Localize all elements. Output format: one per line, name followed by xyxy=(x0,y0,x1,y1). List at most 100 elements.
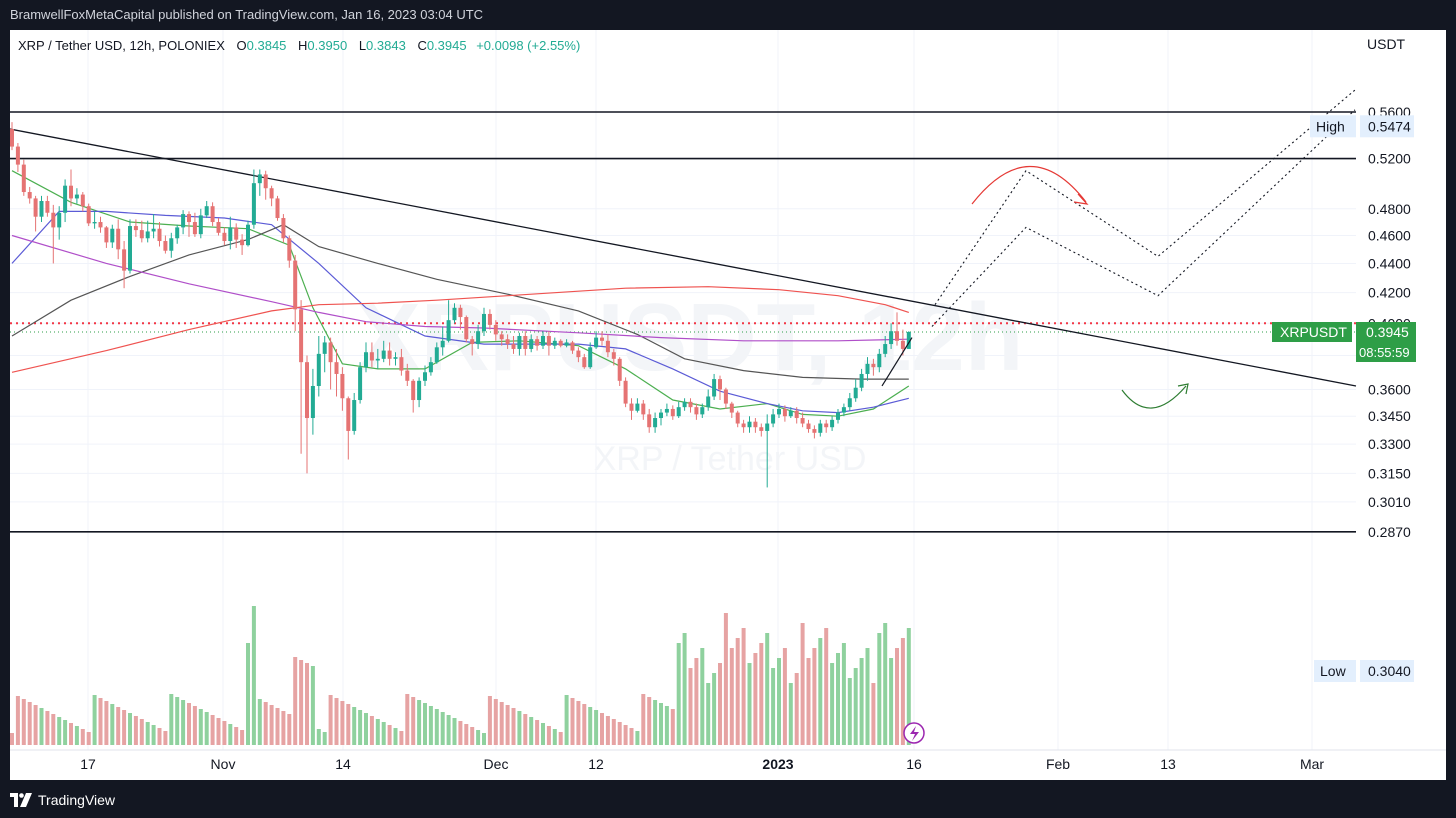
candle-body xyxy=(470,339,475,345)
volume-bar xyxy=(517,711,522,745)
candle-body xyxy=(765,423,770,431)
volume-bar xyxy=(198,709,203,745)
volume-bar xyxy=(263,702,268,745)
candle-body xyxy=(700,407,705,415)
tradingview-brand[interactable]: TradingView xyxy=(10,790,115,810)
volume-bar xyxy=(269,705,274,745)
descending-trendline xyxy=(10,128,1357,387)
candle-body xyxy=(21,164,26,193)
candle-body xyxy=(747,421,752,428)
candle-body xyxy=(175,227,180,239)
y-tick-label: 0.4600 xyxy=(1368,228,1411,244)
volume-bar xyxy=(210,715,215,745)
volume-bar xyxy=(523,714,528,745)
volume-bar xyxy=(293,657,298,745)
candle-body xyxy=(15,146,20,165)
volume-bar xyxy=(86,732,91,745)
candle-body xyxy=(428,362,433,373)
volume-bar xyxy=(865,648,870,745)
candle-body xyxy=(334,362,339,374)
candle-body xyxy=(570,342,575,351)
volume-bar xyxy=(251,606,256,745)
forecast-path xyxy=(934,89,1356,306)
candle-body xyxy=(369,352,374,361)
candle-body xyxy=(452,307,457,321)
x-tick-label: Nov xyxy=(211,756,236,772)
volume-bar xyxy=(712,673,717,745)
volume-bar xyxy=(257,699,262,745)
volume-bar xyxy=(688,668,693,745)
volume-bar xyxy=(546,726,551,745)
candle-body xyxy=(116,228,121,250)
volume-bar xyxy=(358,710,363,745)
volume-bar xyxy=(830,663,835,745)
price-symbol-tag xyxy=(1272,321,1352,342)
green-arrowhead xyxy=(1177,383,1189,395)
candle-body xyxy=(204,206,209,216)
volume-bar xyxy=(346,704,351,745)
moving-average-line xyxy=(11,224,909,380)
volume-bar xyxy=(192,706,197,745)
volume-bar xyxy=(275,708,280,745)
volume-bar xyxy=(735,638,740,745)
candle-body xyxy=(128,226,132,271)
chart-frame[interactable]: XRPUSDT, 12h XRP / Tether USD USDT 0.5600 0.… xyxy=(10,30,1446,780)
watermark-title: XRPUSDT, 12h xyxy=(357,284,1024,391)
candle-body xyxy=(706,396,711,408)
volume-bar xyxy=(487,696,492,745)
volume-bar xyxy=(310,666,315,745)
candle-body xyxy=(316,353,321,386)
candle-body xyxy=(187,214,191,223)
candle-body xyxy=(458,307,463,318)
volume-bar xyxy=(151,725,156,745)
candle-body xyxy=(552,340,557,346)
candle-body xyxy=(735,412,740,424)
volume-bar xyxy=(883,623,888,745)
candle-body xyxy=(328,342,333,363)
candle-body xyxy=(222,232,227,242)
candle-body xyxy=(523,335,528,349)
candle-body xyxy=(10,129,14,147)
moving-average-line xyxy=(11,234,909,342)
candle-body xyxy=(33,198,38,217)
volume-bar xyxy=(511,708,516,745)
volume-bar xyxy=(434,709,439,745)
y-tick-label: 0.3600 xyxy=(1368,381,1411,397)
volume-bar xyxy=(27,702,32,745)
candle-body xyxy=(499,334,504,340)
high-value: 0.3950 xyxy=(307,38,348,53)
candle-body xyxy=(653,418,658,428)
candle-body xyxy=(883,344,888,354)
volume-bar xyxy=(582,704,587,745)
volume-bar xyxy=(659,703,663,745)
candle-body xyxy=(505,339,510,345)
volume-bar xyxy=(653,700,658,745)
candle-body xyxy=(423,372,427,381)
volume-bar xyxy=(110,704,115,745)
close-value: 0.3945 xyxy=(426,38,467,53)
candle-body xyxy=(788,410,793,417)
volume-bar xyxy=(906,628,911,745)
candle-body xyxy=(482,313,486,332)
candle-body xyxy=(594,337,599,348)
volume-bar xyxy=(723,613,728,745)
volume-bar xyxy=(877,633,882,745)
red-arc-arrow xyxy=(971,166,1087,205)
volume-bar xyxy=(423,703,427,745)
candle-body xyxy=(310,385,315,419)
volume-bar xyxy=(889,658,894,745)
candle-body xyxy=(434,347,439,363)
volume-bar xyxy=(187,703,191,745)
volume-bar xyxy=(641,694,646,745)
candle-body xyxy=(181,214,186,228)
candle-body xyxy=(664,408,669,413)
high-tag-value-bg xyxy=(1360,115,1414,138)
volume-bar xyxy=(104,701,109,745)
candle-body xyxy=(151,228,156,232)
candle-body xyxy=(865,363,870,374)
candle-body xyxy=(493,324,498,335)
volume-bar xyxy=(623,725,628,745)
candle-body xyxy=(246,224,250,246)
volume-bar xyxy=(588,707,593,745)
